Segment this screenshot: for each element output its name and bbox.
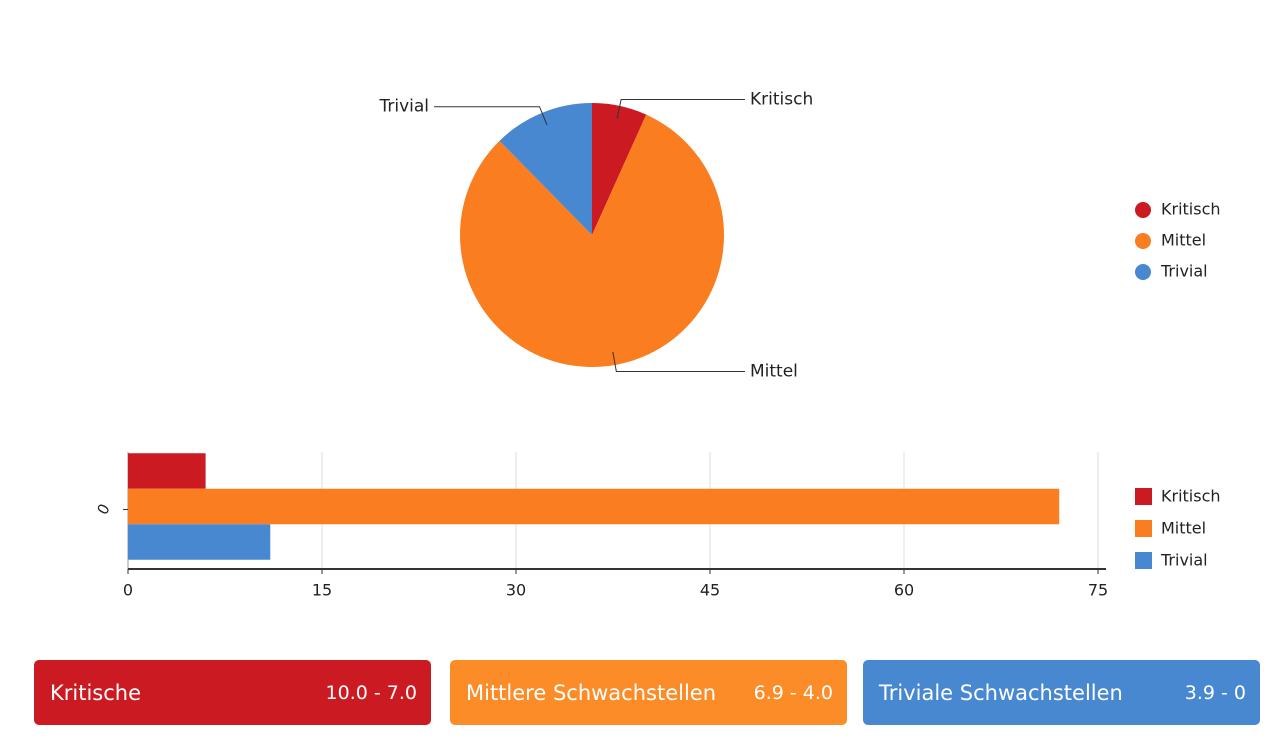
x-tick-label: 15 — [312, 581, 332, 600]
bar — [128, 488, 1060, 525]
legend-label: Trivial — [1160, 262, 1208, 281]
slice-label: Trivial — [378, 97, 429, 117]
legend-label: Mittel — [1161, 519, 1206, 538]
leader-line — [612, 351, 745, 372]
x-tick-label: 45 — [700, 581, 720, 600]
pie-slice — [592, 103, 647, 235]
legend-label: Kritisch — [1161, 487, 1221, 506]
slice-label: Kritisch — [750, 89, 813, 109]
x-tick-label: 75 — [1088, 581, 1108, 600]
x-tick-label: 0 — [123, 581, 133, 600]
y-tick-label: 0 — [93, 501, 113, 518]
legend-label: Mittel — [1161, 231, 1206, 250]
severity-box: Mittlere Schwachstellen 6.9 - 4.0 — [450, 660, 847, 725]
slice-label: Mittel — [750, 361, 798, 381]
severity-range: 10.0 - 7.0 — [325, 681, 417, 704]
legend-marker — [1135, 488, 1152, 505]
charts: Kritisch Mittel Trivial Kritisch Mittel Trivi… — [93, 89, 1221, 600]
bar — [128, 524, 271, 560]
pie-slice — [499, 103, 592, 235]
severity-box: Triviale Schwachstellen 3.9 - 0 — [863, 660, 1260, 725]
severity-range: 6.9 - 4.0 — [753, 681, 833, 704]
severity-label: Kritische — [50, 680, 142, 705]
leader-line — [616, 98, 745, 119]
severity-label: Triviale Schwachstellen — [879, 680, 1123, 705]
legend-label: Trivial — [1160, 551, 1208, 570]
severity-label: Mittlere Schwachstellen — [466, 680, 717, 705]
x-tick-label: 60 — [894, 581, 914, 600]
severity-range: 3.9 - 0 — [1184, 681, 1246, 704]
legend-marker — [1135, 520, 1152, 537]
leader-line — [434, 106, 548, 126]
legend-marker — [1135, 202, 1151, 218]
bar — [128, 453, 206, 489]
x-tick-label: 30 — [506, 581, 526, 600]
legend-marker — [1135, 264, 1151, 280]
pie-slice — [460, 114, 725, 368]
severity-box: Kritische 10.0 - 7.0 — [34, 660, 431, 725]
legend-marker — [1135, 233, 1151, 249]
legend-marker — [1135, 552, 1152, 569]
legend-label: Kritisch — [1161, 200, 1221, 219]
